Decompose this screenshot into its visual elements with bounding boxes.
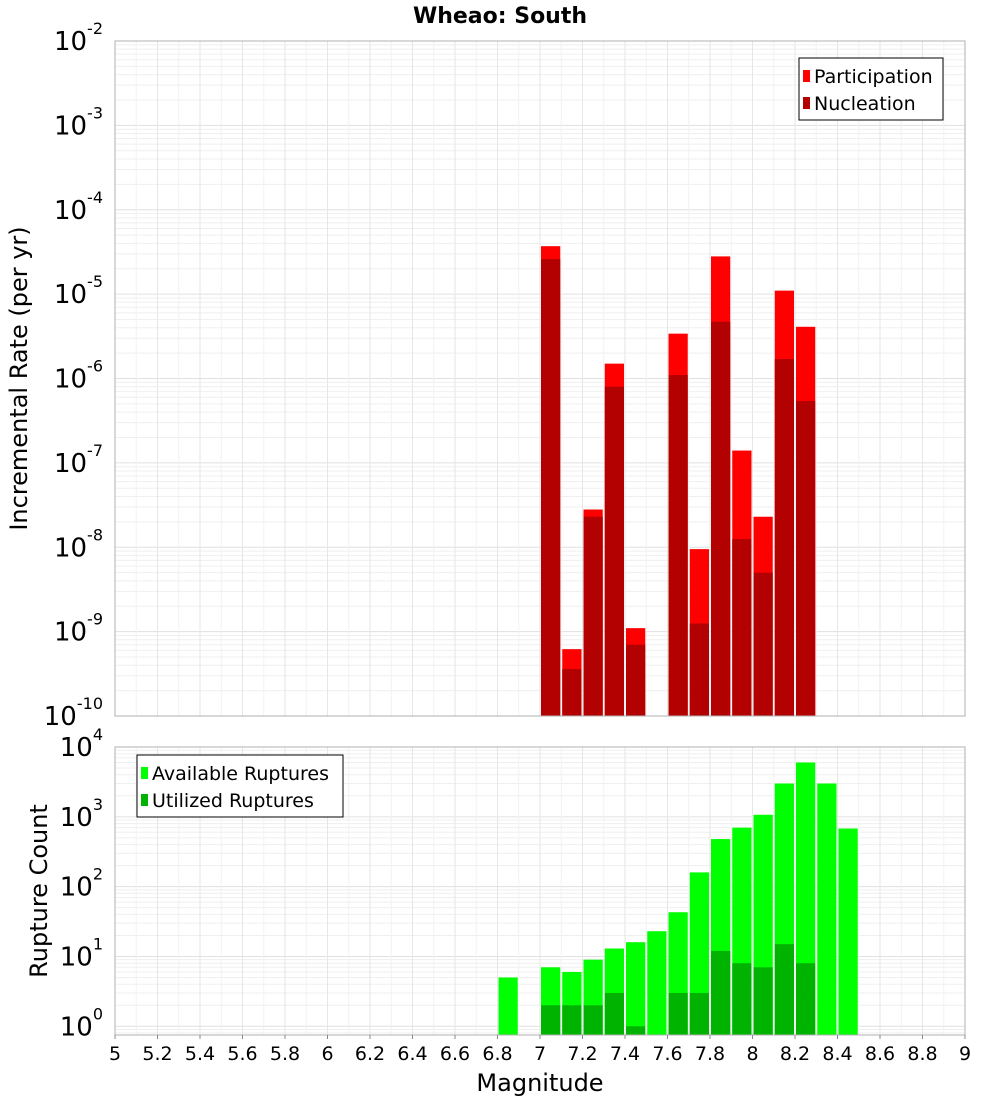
y-tick-label: 10-7 — [54, 441, 103, 479]
x-tick-label: 7 — [534, 1043, 546, 1065]
plot-panel-1 — [114, 746, 966, 1036]
x-tick-label: 6.2 — [355, 1043, 385, 1065]
y-tick-label: 10-3 — [54, 103, 103, 141]
legend-label: Utilized Ruptures — [152, 790, 314, 812]
chart-title: Wheao: South — [413, 4, 587, 29]
x-tick-label: 8.2 — [780, 1043, 810, 1065]
bar-secondary — [796, 963, 816, 1035]
bar-secondary — [732, 963, 752, 1035]
bar-primary — [647, 931, 667, 1035]
y-tick-label: 100 — [60, 1004, 103, 1042]
x-tick-label: 7.8 — [695, 1043, 725, 1065]
bar-secondary — [711, 321, 731, 716]
x-tick-label: 5.6 — [227, 1043, 257, 1065]
x-axis-label: Magnitude — [476, 1069, 603, 1097]
bar-secondary — [753, 967, 773, 1035]
y-tick-label: 10-2 — [54, 19, 103, 57]
bar-secondary — [541, 259, 561, 716]
y-tick-label: 101 — [60, 934, 103, 972]
y-tick-label: 10-9 — [54, 610, 103, 648]
x-tick-label: 5.8 — [270, 1043, 300, 1065]
legend-label: Participation — [814, 66, 933, 88]
y-tick-label: 10-6 — [54, 357, 103, 395]
legend-box — [798, 57, 944, 121]
y-axis-label: Incremental Rate (per yr) — [5, 226, 33, 530]
bar-secondary — [689, 992, 709, 1035]
x-tick-label: 8.6 — [865, 1043, 895, 1065]
y-tick-label: 10-4 — [54, 188, 103, 226]
bar-primary — [838, 828, 858, 1035]
bar-secondary — [604, 386, 624, 716]
bar-secondary — [711, 950, 731, 1035]
bar-secondary — [626, 644, 646, 716]
bar-primary — [817, 783, 837, 1035]
bar-secondary — [604, 992, 624, 1035]
bar-secondary — [774, 359, 794, 716]
y-tick-label: 10-10 — [44, 694, 103, 732]
x-tick-label: 5.2 — [142, 1043, 172, 1065]
y-axis-label: Rupture Count — [25, 804, 53, 978]
bar-secondary — [796, 401, 816, 716]
bar-secondary — [583, 1005, 603, 1035]
x-tick-label: 7.6 — [652, 1043, 682, 1065]
x-tick-label: 6.8 — [482, 1043, 512, 1065]
bar-secondary — [562, 669, 582, 716]
x-tick-label: 5 — [109, 1043, 121, 1065]
y-tick-label: 10-8 — [54, 525, 103, 563]
y-tick-label: 102 — [60, 865, 103, 903]
x-tick-label: 7.4 — [610, 1043, 640, 1065]
bar-secondary — [668, 375, 688, 716]
bar-secondary — [732, 539, 752, 716]
bar-primary — [626, 942, 646, 1035]
bar-secondary — [753, 572, 773, 716]
x-tick-label: 6.6 — [440, 1043, 470, 1065]
legend-swatch — [141, 767, 148, 779]
bar-secondary — [774, 944, 794, 1035]
legend-label: Available Ruptures — [152, 763, 329, 785]
x-tick-label: 8.8 — [907, 1043, 937, 1065]
legend-box — [136, 754, 344, 818]
x-tick-label: 8.4 — [822, 1043, 852, 1065]
plot-frame — [114, 40, 966, 717]
bar-secondary — [583, 516, 603, 716]
bar-secondary — [668, 992, 688, 1035]
x-tick-label: 6.4 — [397, 1043, 427, 1065]
legend-swatch — [803, 70, 810, 82]
legend-label: Nucleation — [814, 93, 916, 115]
y-tick-label: 103 — [60, 795, 103, 833]
y-tick-label: 10-5 — [54, 272, 103, 310]
x-tick-label: 6 — [321, 1043, 333, 1065]
x-tick-label: 5.4 — [185, 1043, 215, 1065]
plot-panel-0 — [114, 40, 966, 717]
bar-secondary — [689, 623, 709, 716]
x-tick-label: 9 — [959, 1043, 971, 1065]
y-tick-label: 104 — [60, 725, 103, 763]
x-tick-label: 8 — [746, 1043, 758, 1065]
bar-secondary — [626, 1026, 646, 1035]
legend-swatch — [141, 794, 148, 806]
bar-secondary — [562, 1005, 582, 1035]
legend-swatch — [803, 97, 810, 109]
bar-primary — [498, 977, 518, 1035]
x-tick-label: 7.2 — [567, 1043, 597, 1065]
bar-secondary — [541, 1005, 561, 1035]
